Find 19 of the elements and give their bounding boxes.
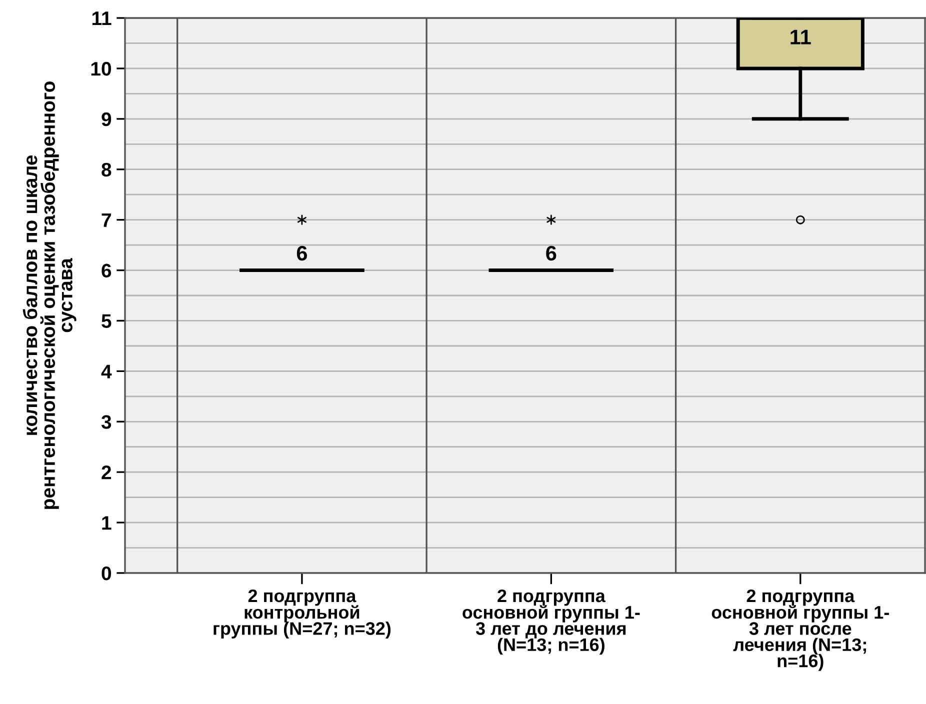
annotation: 11 bbox=[790, 30, 811, 44]
y-tick-label: 1 bbox=[102, 516, 112, 530]
y-tick-label: 2 bbox=[102, 466, 112, 480]
y-tick-label: 6 bbox=[102, 264, 112, 278]
y-tick-label: 4 bbox=[101, 364, 112, 378]
annotation: 6 bbox=[296, 246, 307, 261]
y-tick-label: 7 bbox=[102, 213, 111, 227]
y-tick-label: 3 bbox=[101, 415, 112, 429]
y-tick-label: 10 bbox=[91, 62, 112, 76]
y-tick-label: 5 bbox=[102, 314, 112, 328]
y-axis-title: количество баллов по шкале рентгенологической оценки тазобедренного сустава bbox=[22, 82, 76, 509]
x-tick-label: 2 подгруппа контрольной группы (N=27; n=32) bbox=[214, 589, 391, 638]
y-tick-label: 8 bbox=[102, 162, 112, 177]
y-tick-label: 0 bbox=[102, 566, 112, 580]
annotation: 6 bbox=[546, 246, 556, 261]
x-tick-label: 2 подгруппа основной группы 1- 3 лет до лечения (N=13; n=16) bbox=[462, 589, 640, 655]
x-tick-label: 2 подгруппа основной группы 1- 3 лет после лечения (N=13; n=16) bbox=[712, 589, 889, 671]
y-tick-label: 9 bbox=[102, 112, 112, 126]
y-tick-label: 11 bbox=[92, 12, 112, 26]
